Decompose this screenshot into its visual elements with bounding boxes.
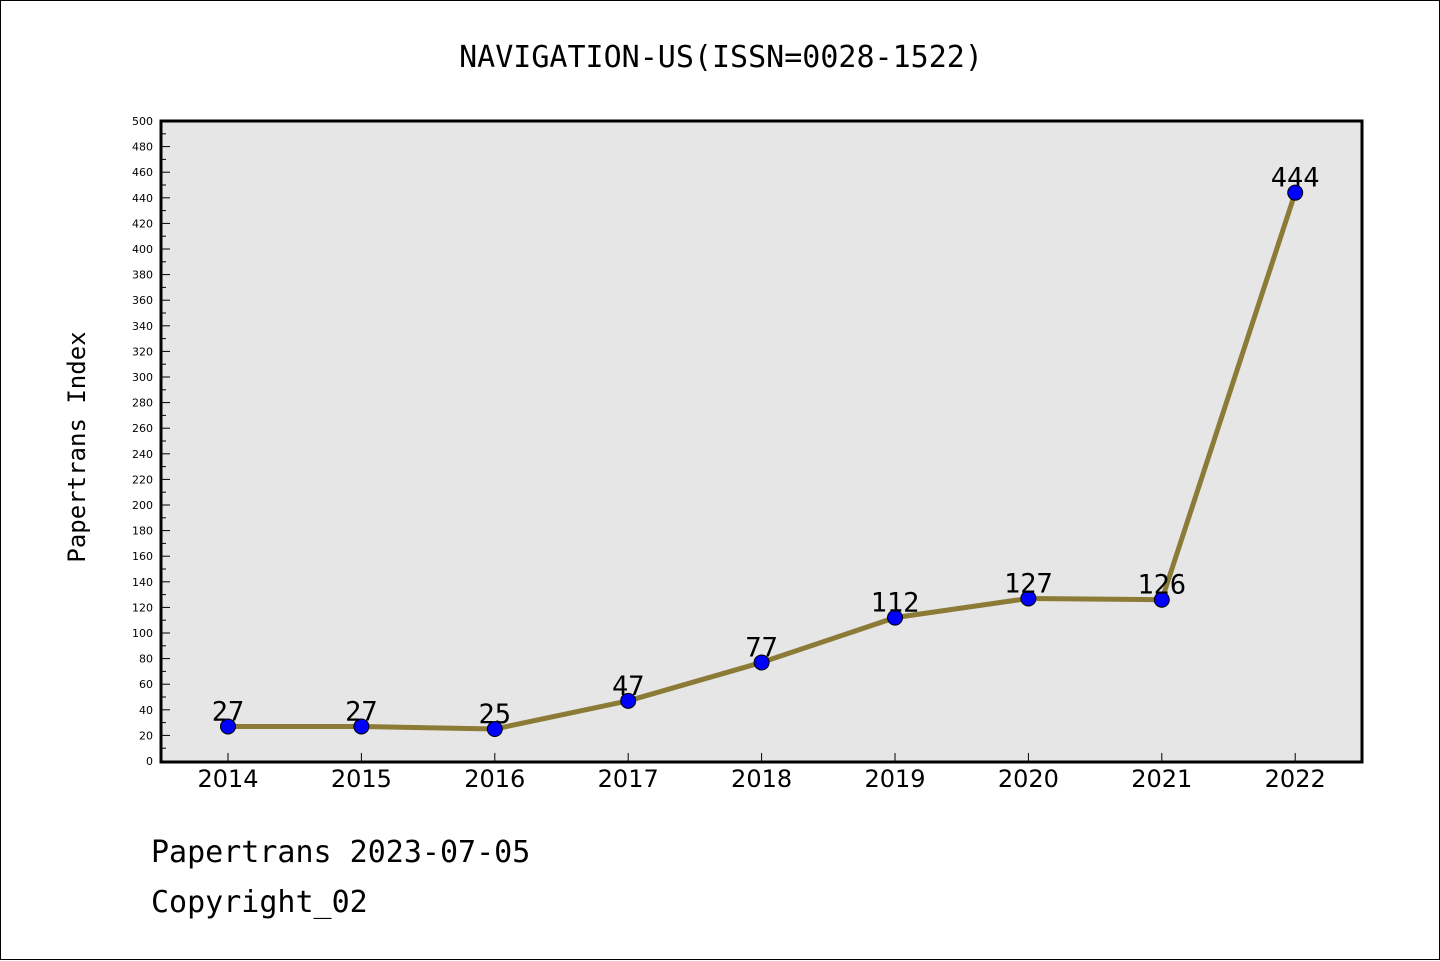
y-tick-label: 20 (139, 729, 153, 742)
y-tick-label: 140 (132, 576, 153, 589)
data-point (887, 609, 903, 626)
data-label: 77 (745, 632, 778, 663)
data-label: 27 (212, 696, 245, 727)
data-point (620, 692, 637, 709)
data-point (1153, 591, 1170, 608)
x-axis: 2014 2015 2016 2017 2018 2019 2020 2021 2022 (197, 753, 1326, 793)
data-point (220, 718, 236, 735)
data-point (1287, 184, 1304, 201)
y-tick-label: 280 (132, 397, 153, 410)
x-tick-label: 2019 (864, 765, 925, 793)
x-tick-label: 2017 (598, 765, 659, 793)
y-tick-label: 80 (139, 653, 153, 666)
y-tick-label: 180 (132, 525, 153, 538)
data-label: 25 (479, 699, 512, 730)
data-point (353, 718, 370, 735)
x-tick-label: 2018 (731, 765, 792, 793)
y-tick-label: 240 (132, 448, 153, 461)
x-tick-label: 2014 (197, 765, 258, 793)
x-tick-label: 2022 (1265, 765, 1326, 793)
y-tick-label: 320 (132, 345, 153, 358)
data-label: 47 (612, 671, 645, 702)
data-point (486, 721, 503, 737)
y-tick-label: 120 (132, 601, 153, 614)
data-label: 444 (1271, 163, 1320, 194)
data-points (220, 184, 1304, 737)
x-tick-label: 2020 (998, 765, 1059, 793)
y-tick-label: 160 (132, 550, 153, 563)
y-tick-label: 500 (132, 115, 153, 128)
data-label: 112 (871, 588, 920, 619)
y-tick-label: 380 (132, 269, 153, 282)
plot-border (159, 119, 1364, 764)
y-tick-label: 300 (132, 371, 153, 384)
y-tick-label: 420 (132, 217, 153, 230)
x-tick-label: 2021 (1131, 765, 1192, 793)
chart-title: NAVIGATION-US(ISSN=0028-1522) (459, 40, 983, 75)
footer-date: Papertrans 2023-07-05 (151, 835, 531, 870)
y-tick-label: 200 (132, 499, 153, 512)
data-label: 126 (1137, 570, 1186, 601)
y-tick-label: 460 (132, 166, 153, 179)
data-labels: 27 27 25 47 77 112 127 126 444 (212, 163, 1320, 730)
y-tick-label: 340 (132, 320, 153, 333)
y-tick-label: 480 (132, 141, 153, 154)
y-tick-label: 100 (132, 627, 153, 640)
data-point (1020, 590, 1037, 607)
data-label: 127 (1004, 568, 1053, 599)
y-tick-label: 220 (132, 473, 153, 486)
y-tick-label: 260 (132, 422, 153, 435)
data-label: 27 (345, 696, 378, 727)
y-tick-label: 40 (139, 704, 153, 717)
y-tick-label: 360 (132, 294, 153, 307)
y-axis: 0 20 40 60 80 100 120 140 160 180 200 220 240 260 280 3… (132, 115, 170, 768)
data-point (753, 654, 770, 671)
footer-copyright: Copyright_02 (151, 885, 368, 920)
x-tick-label: 2016 (464, 765, 525, 793)
y-axis-label: Papertrans Index (63, 331, 91, 562)
x-tick-label: 2015 (331, 765, 392, 793)
y-tick-label: 440 (132, 192, 153, 205)
y-tick-label: 60 (139, 678, 153, 691)
y-tick-label: 400 (132, 243, 153, 256)
y-tick-label: 0 (146, 755, 153, 768)
